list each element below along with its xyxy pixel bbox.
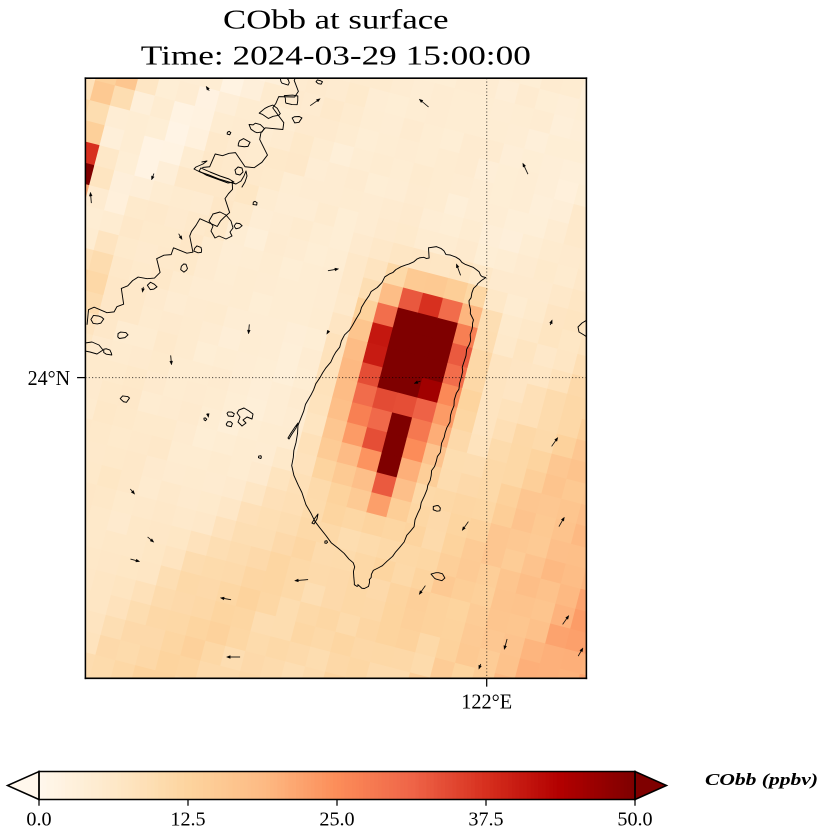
svg-text:25.0: 25.0: [319, 808, 354, 830]
svg-text:0.0: 0.0: [26, 808, 51, 830]
svg-text:12.5: 12.5: [170, 808, 205, 830]
svg-text:CObb at surface: CObb at surface: [223, 5, 449, 36]
svg-text:Time: 2024-03-29 15:00:00: Time: 2024-03-29 15:00:00: [141, 41, 531, 72]
svg-text:37.5: 37.5: [468, 808, 503, 830]
svg-text:50.0: 50.0: [617, 808, 652, 830]
svg-text:24°N: 24°N: [28, 366, 71, 390]
svg-text:CObb (ppbv): CObb (ppbv): [705, 770, 818, 789]
svg-text:122°E: 122°E: [461, 690, 512, 714]
